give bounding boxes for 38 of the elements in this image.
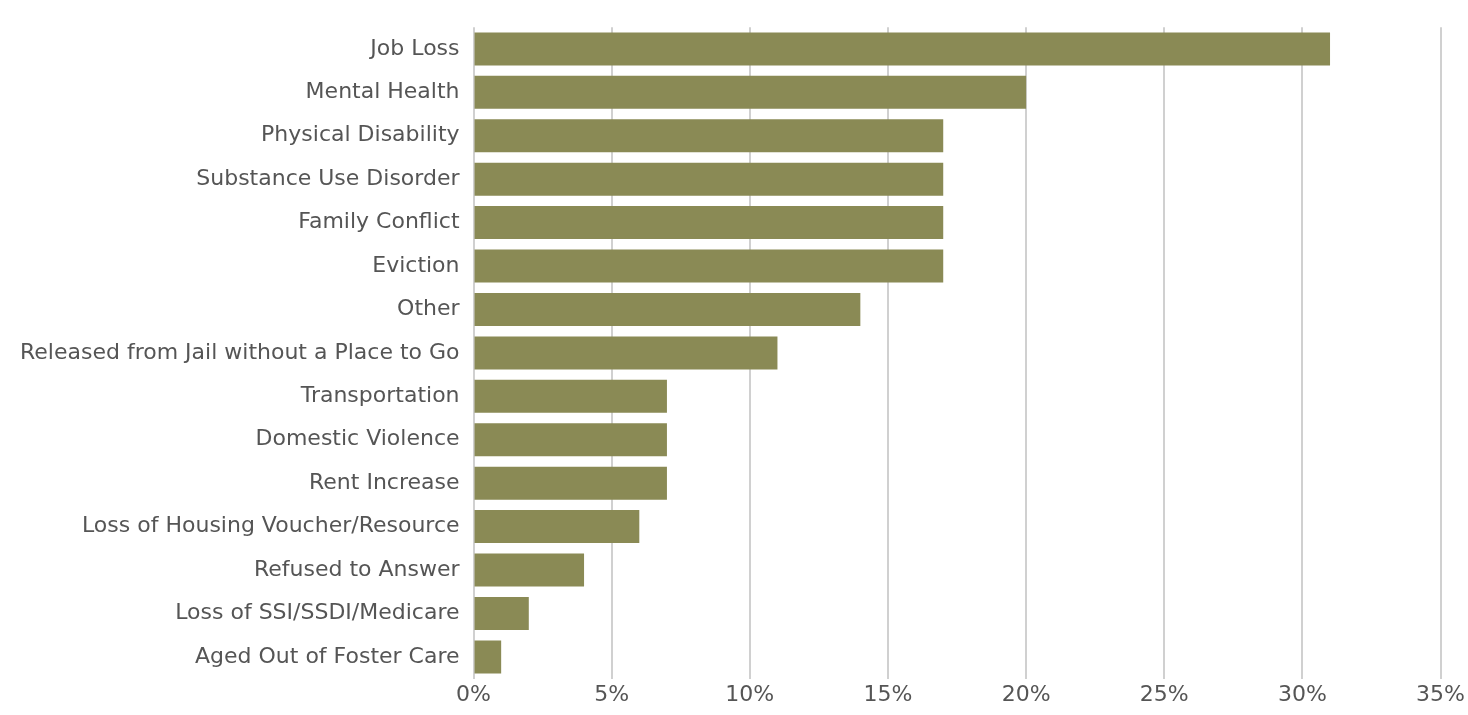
x-tick-label: 15% xyxy=(863,680,913,706)
bar xyxy=(474,510,640,544)
y-tick-label: Transportation xyxy=(299,382,460,408)
y-tick-label: Eviction xyxy=(372,251,460,277)
bar xyxy=(474,32,1331,66)
bar xyxy=(474,379,667,413)
bar xyxy=(474,553,585,587)
x-tick-label: 20% xyxy=(1001,680,1051,706)
bar xyxy=(474,75,1027,109)
bar xyxy=(474,292,861,326)
bar xyxy=(474,423,667,457)
y-tick-label: Refused to Answer xyxy=(253,555,461,581)
x-tick-label: 10% xyxy=(725,680,775,706)
bar xyxy=(474,596,529,630)
x-tick-label: 0% xyxy=(456,680,491,706)
y-tick-label: Rent Increase xyxy=(309,468,460,494)
bar xyxy=(474,249,944,283)
x-tick-label: 5% xyxy=(594,680,630,706)
bar xyxy=(474,206,944,240)
y-tick-label: Family Conflict xyxy=(298,208,460,234)
y-tick-label: Other xyxy=(397,295,461,321)
y-tick-label: Aged Out of Foster Care xyxy=(195,642,460,668)
bar xyxy=(474,640,502,674)
y-tick-label: Domestic Violence xyxy=(255,425,460,451)
bar xyxy=(474,119,944,153)
x-tick-label: 30% xyxy=(1277,680,1327,706)
y-tick-label: Job Loss xyxy=(368,34,460,60)
y-tick-label: Substance Use Disorder xyxy=(196,164,461,190)
y-tick-label: Mental Health xyxy=(305,78,460,104)
x-tick-label: 25% xyxy=(1139,680,1189,706)
bar xyxy=(474,336,778,370)
y-tick-label: Loss of SSI/SSDI/Medicare xyxy=(175,599,460,625)
bar xyxy=(474,162,944,196)
y-tick-label: Loss of Housing Voucher/Resource xyxy=(81,512,460,538)
x-tick-label: 35% xyxy=(1416,680,1465,706)
bar xyxy=(474,466,667,500)
y-tick-label: Released from Jail without a Place to Go xyxy=(19,338,460,364)
y-tick-label: Physical Disability xyxy=(261,121,460,147)
